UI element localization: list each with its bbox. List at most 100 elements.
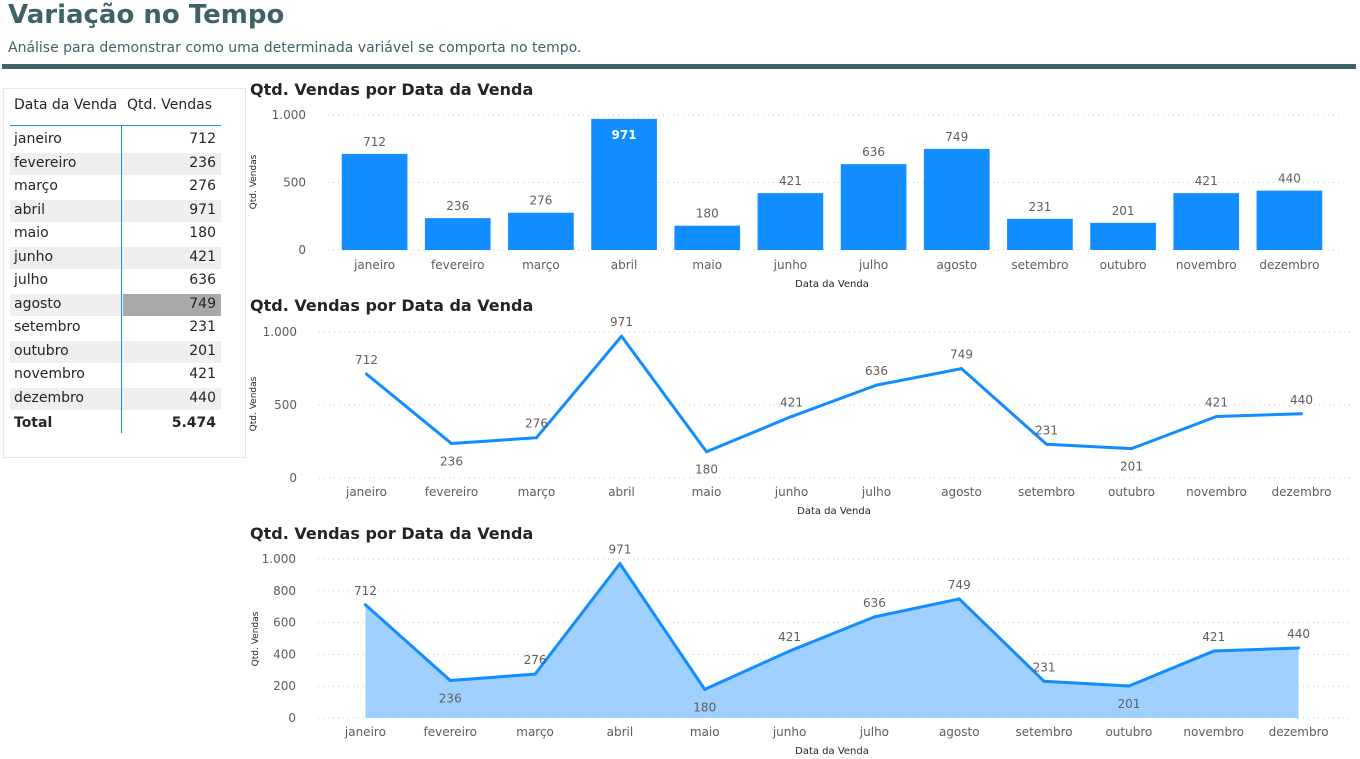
line-chart[interactable]: 0 500 1.000 Qtd. Vendas janeiro fevereiro març…: [244, 315, 1358, 521]
sales-table[interactable]: Data da Venda Qtd. Vendas janeiro 712 feve…: [3, 88, 246, 458]
data-label: 712: [355, 353, 378, 367]
bar: [341, 153, 408, 250]
series-line: [364, 562, 1299, 691]
data-point: [450, 442, 453, 446]
page-title: Variação no Tempo: [8, 0, 285, 30]
data-label: 971: [612, 128, 637, 142]
y-tick-label: 1.000: [263, 325, 297, 339]
x-tick-label: dezembro: [1269, 725, 1329, 739]
y-axis-title: Qtd. Vendas: [249, 376, 259, 431]
table-row[interactable]: julho 636: [10, 270, 221, 292]
x-tick-label: abril: [611, 258, 638, 272]
table-row[interactable]: setembro 231: [10, 317, 221, 339]
table-header-sales[interactable]: Qtd. Vendas: [127, 97, 213, 113]
table-row[interactable]: dezembro 440: [10, 387, 221, 410]
x-tick-label: setembro: [1011, 258, 1068, 272]
bar: [674, 225, 741, 250]
table-row[interactable]: agosto 749: [10, 293, 221, 316]
table-cell-sales: 180: [189, 225, 216, 241]
data-label: 749: [950, 348, 973, 362]
table-cell-sales: 421: [189, 248, 216, 265]
table-row[interactable]: abril 971: [10, 199, 221, 222]
data-point: [448, 678, 452, 682]
data-point: [1297, 646, 1301, 650]
data-label: 276: [524, 653, 547, 667]
data-label: 236: [439, 691, 462, 705]
table-total-label: Total: [14, 415, 53, 431]
page-subtitle: Análise para demonstrar como uma determi…: [8, 40, 582, 56]
bar: [508, 212, 574, 250]
data-label: 231: [1028, 200, 1051, 214]
x-tick-label: outubro: [1108, 485, 1155, 499]
data-label: 712: [354, 584, 377, 598]
x-tick-label: novembro: [1183, 725, 1244, 739]
x-tick-label: maio: [692, 258, 722, 272]
y-axis-title: Qtd. Vendas: [251, 611, 261, 666]
table-cell-sales: 749: [189, 295, 216, 312]
table-row[interactable]: novembro 421: [10, 364, 221, 386]
x-tick-label: abril: [608, 485, 635, 499]
x-tick-label: outubro: [1105, 725, 1152, 739]
data-label: 201: [1117, 697, 1140, 711]
table-row[interactable]: março 276: [10, 176, 221, 198]
data-label: 421: [1202, 630, 1225, 644]
data-point: [1300, 412, 1303, 416]
y-tick-label: 0: [289, 471, 297, 485]
data-point: [960, 367, 963, 371]
x-tick-label: março: [516, 725, 554, 739]
bar: [757, 193, 824, 250]
x-tick-label: novembro: [1186, 485, 1247, 499]
x-tick-label: fevereiro: [425, 485, 479, 499]
series-line: [365, 334, 1302, 454]
table-header-month[interactable]: Data da Venda: [14, 97, 118, 113]
data-label: 440: [1290, 393, 1313, 407]
table-row[interactable]: fevereiro 236: [10, 152, 221, 175]
data-label: 201: [1112, 204, 1135, 218]
bar-chart-title: Qtd. Vendas por Data da Venda: [250, 80, 534, 99]
table-row[interactable]: janeiro 712: [10, 129, 221, 151]
x-tick-label: julho: [859, 725, 889, 739]
x-tick-label: agosto: [941, 485, 982, 499]
x-tick-label: junho: [774, 485, 809, 499]
data-label: 231: [1035, 423, 1058, 437]
data-label: 440: [1287, 627, 1310, 641]
x-tick-label: fevereiro: [424, 725, 478, 739]
bar: [1173, 193, 1240, 250]
table-cell-sales: 712: [189, 131, 216, 147]
x-tick-label: outubro: [1100, 258, 1147, 272]
bar-chart[interactable]: 0 500 1.000 Qtd. Vendas janeiro fevereiro març…: [244, 100, 1358, 295]
table-cell-highlight: [123, 293, 221, 316]
x-axis-title: Data da Venda: [795, 746, 869, 757]
x-tick-label: abril: [607, 725, 634, 739]
data-point: [1042, 679, 1046, 683]
y-tick-label: 1.000: [272, 108, 306, 122]
table-cell-month: junho: [14, 248, 54, 265]
y-tick-label: 0: [288, 711, 296, 725]
area-fill: [365, 563, 1299, 718]
x-axis-title: Data da Venda: [797, 506, 871, 517]
table-row[interactable]: maio 180: [10, 223, 221, 245]
data-point: [1045, 442, 1048, 446]
bar: [424, 218, 491, 250]
table-cell-sales: 201: [189, 342, 216, 359]
data-point: [703, 687, 707, 691]
data-point: [872, 615, 876, 619]
table-row[interactable]: outubro 201: [10, 340, 221, 363]
area-chart[interactable]: 0 200 400 600 800 1.000 Qtd. Vendas janeiro feve…: [244, 543, 1358, 759]
data-label: 421: [780, 396, 803, 410]
data-label: 276: [529, 194, 552, 208]
x-axis-title: Data da Venda: [795, 279, 869, 290]
data-label: 749: [945, 130, 968, 144]
data-label: 636: [865, 364, 888, 378]
x-tick-label: julho: [858, 258, 888, 272]
x-tick-label: julho: [861, 485, 891, 499]
data-label: 201: [1120, 460, 1143, 474]
x-tick-label: fevereiro: [431, 258, 485, 272]
data-point: [788, 649, 792, 653]
data-point: [535, 436, 538, 440]
data-label: 231: [1033, 660, 1056, 674]
table-cell-month: outubro: [14, 342, 69, 359]
table-row[interactable]: junho 421: [10, 246, 221, 269]
x-tick-label: janeiro: [344, 725, 386, 739]
data-label: 421: [778, 630, 801, 644]
